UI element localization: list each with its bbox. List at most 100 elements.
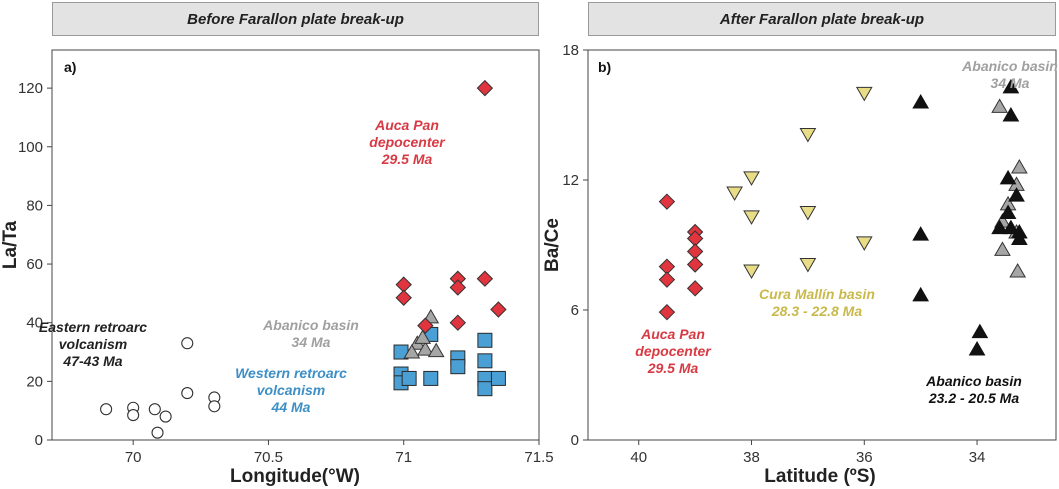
- y-tick-label: 120: [18, 80, 43, 97]
- data-point-triangle-up: [1009, 262, 1027, 278]
- annotation-line: 34 Ma: [292, 334, 331, 350]
- annotation-line: 29.5 Ma: [647, 360, 699, 376]
- data-point-circle: [208, 400, 221, 413]
- series-triangle-up: [912, 78, 1028, 356]
- y-tick-label: 20: [26, 373, 43, 390]
- data-point-diamond: [490, 301, 507, 318]
- data-point-triangle-up: [991, 98, 1008, 113]
- data-point-circle: [159, 410, 172, 423]
- annotation-line: Auca Pan: [640, 326, 705, 342]
- data-point-circle: [181, 337, 194, 350]
- data-point-triangle-up: [1002, 219, 1020, 235]
- data-point-triangle-up: [912, 226, 930, 241]
- data-point-diamond: [686, 280, 704, 297]
- data-point-square: [423, 370, 439, 386]
- x-axis-label: Latitude (ºS): [764, 466, 875, 487]
- data-point-triangle-down: [743, 171, 760, 186]
- data-point-triangle-down: [743, 210, 760, 225]
- data-point-triangle-down: [855, 236, 873, 251]
- y-tick-label: 6: [571, 302, 579, 319]
- data-point-triangle-up: [999, 169, 1017, 185]
- series-annotation: Abanico basin 23.2 - 20.5 Ma: [925, 373, 1022, 406]
- data-point-square: [490, 370, 506, 386]
- data-point-diamond: [449, 314, 467, 331]
- y-tick-label: 18: [562, 42, 579, 59]
- data-point-square: [477, 332, 493, 348]
- y-tick-label: 60: [26, 256, 43, 273]
- annotation-line: Abanico basin: [961, 58, 1058, 74]
- annotation-line: Abanico basin: [925, 373, 1022, 389]
- data-point-diamond: [658, 193, 676, 210]
- data-point-triangle-down: [855, 86, 873, 102]
- x-tick-label: 70: [125, 449, 142, 466]
- data-point-diamond: [395, 289, 412, 306]
- annotation-line: Cura Mallín basin: [759, 286, 875, 302]
- annotation-line: depocenter: [369, 134, 446, 150]
- y-tick-label: 12: [562, 172, 579, 189]
- panel-label: b): [598, 59, 611, 75]
- data-point-circle: [100, 403, 113, 416]
- data-point-triangle-up: [1008, 187, 1025, 202]
- series-annotation: Cura Mallín basin 28.3 - 22.8 Ma: [759, 286, 875, 319]
- data-point-square: [450, 359, 466, 375]
- annotation-line: Auca Pan: [374, 117, 439, 133]
- annotation-line: depocenter: [635, 343, 712, 359]
- data-point-triangle-up: [994, 241, 1011, 256]
- x-tick-label: 71: [395, 449, 412, 466]
- data-point-triangle-up: [912, 93, 930, 109]
- series-annotation: Auca Pan depocenter 29.5 Ma: [369, 117, 446, 167]
- plot-frame: [51, 49, 540, 441]
- annotation-line: Abanico basin: [262, 317, 359, 333]
- annotation-line: 34 Ma: [991, 75, 1030, 91]
- data-point-triangle-up: [1010, 230, 1028, 245]
- annotation-line: 23.2 - 20.5 Ma: [928, 390, 1019, 406]
- data-point-triangle-up: [999, 204, 1017, 219]
- data-point-triangle-down: [799, 258, 817, 273]
- data-point-square: [401, 370, 417, 386]
- data-point-triangle-down: [799, 128, 817, 143]
- data-point-circle: [181, 387, 194, 400]
- data-point-square: [477, 381, 493, 397]
- annotation-line: 44 Ma: [271, 399, 311, 415]
- y-axis-label: La/Ta: [0, 220, 21, 269]
- series-diamond: [658, 193, 704, 321]
- y-tick-label: 0: [571, 432, 579, 449]
- panel-b-title: After Farallon plate break-up: [588, 2, 1056, 36]
- data-point-triangle-up: [414, 329, 432, 344]
- series-triangle-down: [726, 86, 873, 280]
- plot-panel-b: 40 38 36 34 0 6 12 18 Latitude (ºS) Ba/Ce b) Abanic…: [542, 42, 1058, 487]
- x-tick-label: 40: [630, 449, 647, 466]
- data-point-triangle-up: [1002, 106, 1020, 122]
- data-point-triangle-up: [417, 341, 434, 356]
- data-point-circle: [127, 409, 140, 422]
- annotation-line: 47-43 Ma: [62, 353, 122, 369]
- data-point-diamond: [658, 271, 676, 288]
- annotation-line: volcanism: [59, 336, 127, 352]
- annotation-line: volcanism: [257, 382, 325, 398]
- annotation-line: 29.5 Ma: [381, 151, 433, 167]
- data-point-diamond: [417, 317, 434, 334]
- data-point-diamond: [476, 79, 494, 97]
- data-point-triangle-up: [968, 340, 986, 356]
- x-tick-label: 38: [743, 449, 760, 466]
- annotation-line: 28.3 - 22.8 Ma: [771, 303, 862, 319]
- data-point-diamond: [686, 256, 704, 273]
- data-point-circle: [148, 403, 161, 416]
- y-tick-label: 40: [26, 315, 43, 332]
- data-point-circle: [151, 426, 164, 439]
- plot-panel-a: 70 70.5 71 71.5 0 20 40 60 80 100 120 Longitude(°W)…: [0, 49, 554, 487]
- x-axis-label: Longitude(°W): [230, 466, 360, 487]
- series-annotation: Western retroarc volcanism 44 Ma: [235, 365, 347, 415]
- panel-label: a): [64, 59, 76, 75]
- data-point-diamond: [658, 303, 676, 321]
- y-tick-label: 100: [18, 139, 43, 156]
- y-tick-label: 80: [26, 197, 43, 214]
- data-point-diamond: [449, 279, 467, 296]
- series-annotation: Abanico basin 34 Ma: [961, 58, 1058, 91]
- x-tick-label: 36: [856, 449, 873, 466]
- series-annotation: Auca Pan depocenter 29.5 Ma: [635, 326, 712, 376]
- y-tick-label: 0: [35, 432, 43, 449]
- annotation-line: Western retroarc: [235, 365, 347, 381]
- x-tick-label: 71.5: [524, 449, 553, 466]
- annotation-line: Eastern retroarc: [39, 319, 147, 335]
